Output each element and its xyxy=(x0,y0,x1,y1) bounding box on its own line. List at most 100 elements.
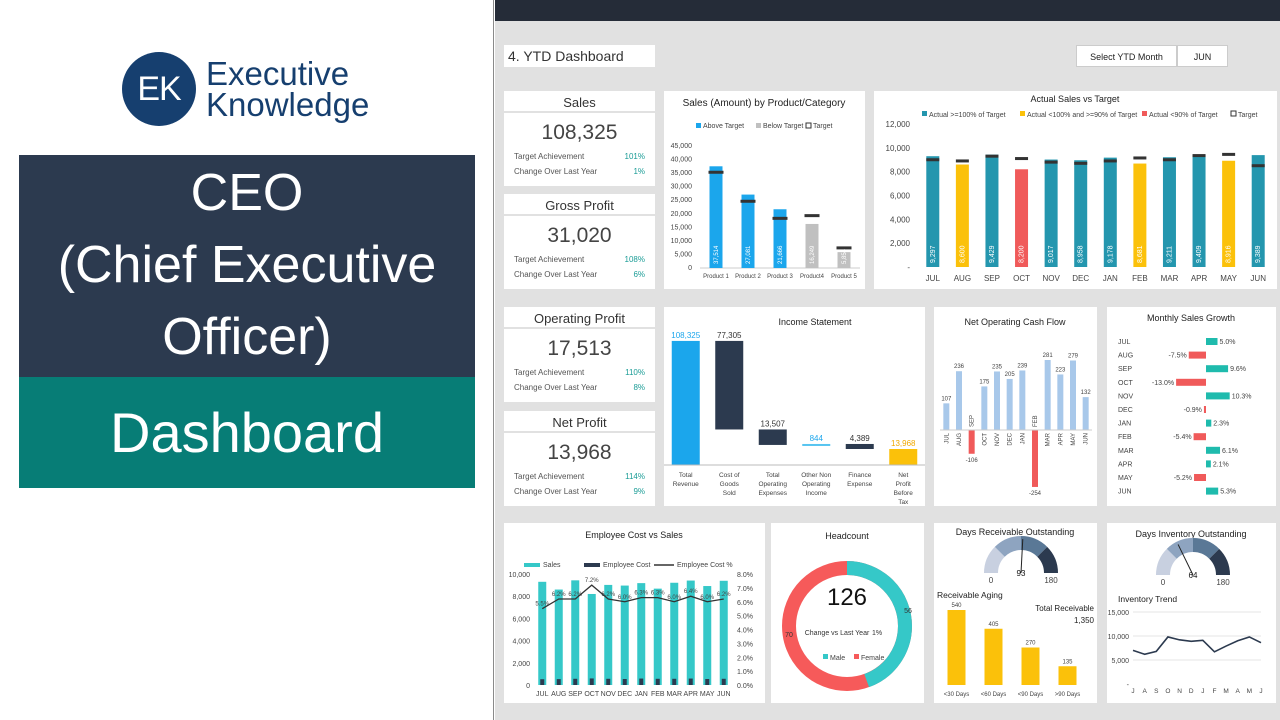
gauge-segment xyxy=(1036,546,1058,574)
x-tick-label: J xyxy=(1259,688,1262,695)
x-tick-label: A xyxy=(1236,688,1241,695)
bar xyxy=(620,585,629,685)
legend-swatch xyxy=(1230,110,1237,117)
bar xyxy=(1032,430,1038,487)
top-bar xyxy=(495,0,1280,21)
bar xyxy=(571,580,580,685)
x-tick-label: APR xyxy=(684,691,698,698)
gauge-segment xyxy=(1020,536,1048,558)
y2-tick-label: 3.0% xyxy=(737,641,753,648)
legend-label: Female xyxy=(861,655,884,662)
gauge-max: 180 xyxy=(1044,576,1058,585)
legend-label: Male xyxy=(830,655,845,662)
kpi-value: 108,325 xyxy=(541,121,618,144)
bar xyxy=(984,628,1003,685)
x-tick-label: MAR xyxy=(1046,432,1052,446)
x-tick-label: APR xyxy=(1191,274,1208,283)
cost-bar xyxy=(556,679,561,685)
bar xyxy=(1070,360,1076,430)
data-label: 9,297 xyxy=(930,245,937,263)
x-tick-label: MAY xyxy=(1071,433,1077,446)
bar xyxy=(956,371,962,430)
y2-tick-label: 4.0% xyxy=(737,628,753,635)
kpi-change-label: Change Over Last Year xyxy=(514,487,598,496)
y2-tick-label: 6.0% xyxy=(737,600,753,607)
x-tick-label: APR xyxy=(1058,432,1064,445)
x-tick-label: DEC xyxy=(617,691,632,698)
ytd-month-select[interactable]: JUN xyxy=(1177,45,1228,67)
x-tick-label: FEB xyxy=(1033,415,1039,427)
cost-bar xyxy=(655,678,660,685)
data-label: 540 xyxy=(951,603,962,609)
bar xyxy=(719,580,728,685)
y-tick-label: 2,000 xyxy=(890,239,911,248)
bar xyxy=(947,610,966,685)
x-tick-label: MAY xyxy=(1220,274,1237,283)
category-label: Finance xyxy=(848,472,872,479)
y-tick-label: 0 xyxy=(688,265,692,272)
y2-tick-label: 7.0% xyxy=(737,586,753,593)
waterfall-bar xyxy=(715,340,744,430)
x-tick-label: MAR xyxy=(1161,274,1179,283)
category-label: Operating xyxy=(758,481,787,488)
x-tick-label: AUG xyxy=(957,433,963,446)
data-label: 6.0% xyxy=(618,595,632,601)
data-label: 5.5% xyxy=(535,602,549,608)
data-label: 239 xyxy=(1017,363,1028,369)
x-tick-label: Product 3 xyxy=(767,274,793,280)
role-line2: (Chief Executive xyxy=(57,236,437,294)
kpi-net-profit: Net Profit 13,968 Target Achievement 114%… xyxy=(504,411,655,506)
target-marker xyxy=(1103,159,1117,163)
x-tick-label: Product 1 xyxy=(703,274,729,280)
x-tick-label: S xyxy=(1154,688,1159,695)
bar xyxy=(1057,374,1064,430)
y-tick-label: 12,000 xyxy=(886,120,911,129)
y-tick-label: 5,000 xyxy=(674,251,692,258)
bar xyxy=(709,166,723,268)
x-tick-label: NOV xyxy=(995,433,1001,446)
y-tick-label: SEP xyxy=(1118,366,1132,373)
y-tick-label: 40,000 xyxy=(671,157,693,164)
bar xyxy=(1074,160,1088,267)
y-tick-label: MAR xyxy=(1118,448,1134,455)
data-label: 6.2% xyxy=(601,592,615,598)
data-label: 27,081 xyxy=(746,245,752,264)
y-tick-label: 6,000 xyxy=(512,616,530,623)
data-label: 9,409 xyxy=(1196,245,1203,263)
y-tick-label: 30,000 xyxy=(671,184,693,191)
bar xyxy=(1176,378,1206,386)
bar xyxy=(1203,406,1206,413)
chart-title: Days Inventory Outstanding xyxy=(1135,529,1246,539)
bar xyxy=(1206,419,1212,427)
data-label: 5,854 xyxy=(842,248,848,264)
y-tick-label: JUN xyxy=(1118,489,1132,496)
employee-cost-card: Employee Cost vs Sales Sales Employee Cost… xyxy=(504,523,765,703)
x-tick-label: SEP xyxy=(984,274,1000,283)
data-label: 6.2% xyxy=(552,592,566,598)
x-tick-label: FEB xyxy=(651,691,665,698)
bar xyxy=(1058,666,1077,685)
chart-title: Sales (Amount) by Product/Category xyxy=(683,98,846,109)
sales-growth-card: Monthly Sales Growth JUL 5.0% AUG -7.5% SEP 9.… xyxy=(1107,307,1276,506)
legend-label: Above Target xyxy=(703,123,744,130)
x-tick-label: J xyxy=(1131,688,1134,695)
data-label: 844 xyxy=(810,434,824,443)
legend-swatch xyxy=(823,654,828,659)
data-label: 175 xyxy=(979,379,990,385)
category-label: Revenue xyxy=(673,481,699,488)
target-marker xyxy=(708,170,724,174)
bar xyxy=(1206,446,1221,454)
y2-tick-label: 8.0% xyxy=(737,572,753,579)
y-tick-label: OCT xyxy=(1118,380,1134,387)
target-marker xyxy=(1222,152,1236,156)
x-tick-label: AUG xyxy=(551,691,566,698)
bar xyxy=(1021,647,1040,685)
legend-swatch xyxy=(854,654,859,659)
ytd-month-label: Select YTD Month xyxy=(1076,45,1177,67)
x-tick-label: JUN xyxy=(1250,274,1266,283)
bar xyxy=(637,583,646,685)
cost-bar xyxy=(705,679,710,685)
data-label: 6.0% xyxy=(700,595,714,601)
x-tick-label: OCT xyxy=(982,433,988,446)
dashboard-title: 4. YTD Dashboard xyxy=(504,45,655,67)
